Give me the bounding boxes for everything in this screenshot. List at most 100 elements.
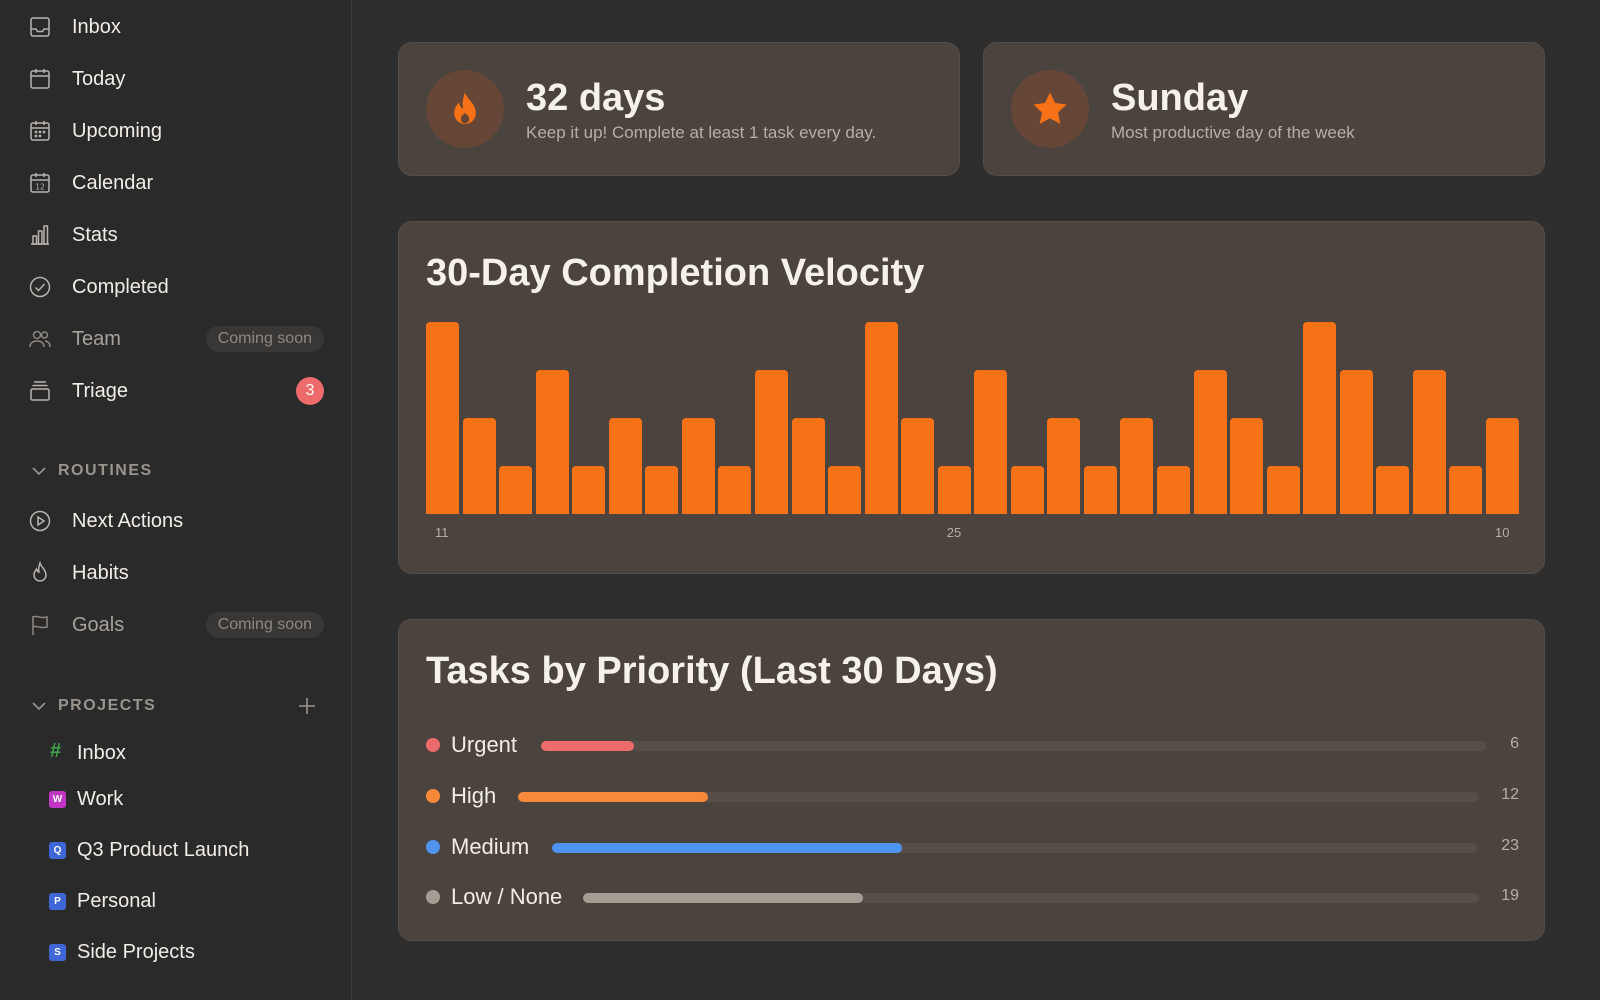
velocity-bar — [499, 466, 533, 514]
project-avatar-icon: Q — [49, 842, 66, 859]
project-label: Personal — [77, 889, 156, 912]
project-item-personal[interactable]: P Personal — [0, 881, 352, 921]
priority-label: Medium — [451, 834, 530, 859]
priority-label: Low / None — [451, 884, 563, 909]
velocity-bar — [1083, 466, 1117, 514]
best-day-value: Sunday — [1111, 77, 1249, 119]
add-project-button[interactable] — [296, 695, 318, 717]
project-item-q3-product-launch[interactable]: Q Q3 Product Launch — [0, 830, 352, 870]
velocity-title: 30-Day Completion Velocity — [426, 252, 925, 294]
inbox-icon — [28, 15, 52, 39]
flame-icon — [426, 70, 504, 148]
velocity-bar — [864, 322, 898, 514]
velocity-bar — [1266, 466, 1300, 514]
velocity-bar — [1339, 370, 1373, 514]
priority-track — [583, 893, 1479, 903]
streak-card: 32 days Keep it up! Complete at least 1 … — [398, 42, 960, 176]
velocity-tick-label: 25 — [946, 525, 962, 540]
priority-dot — [426, 840, 440, 854]
sidebar-item-label: Calendar — [72, 171, 154, 194]
project-item-side-projects[interactable]: S Side Projects — [0, 932, 352, 972]
routines-section-label: ROUTINES — [58, 462, 153, 479]
play-circle-icon — [28, 509, 52, 533]
priority-dot — [426, 738, 440, 752]
priority-bar — [552, 843, 902, 853]
sidebar-item-inbox[interactable]: Inbox — [0, 5, 352, 49]
velocity-bar — [426, 322, 459, 514]
priority-dot — [426, 789, 440, 803]
chevron-down-icon — [32, 702, 46, 711]
sidebar-item-calendar[interactable]: 12 Calendar — [0, 161, 352, 205]
project-avatar-icon: P — [49, 893, 66, 910]
sidebar-item-label: Triage — [72, 379, 128, 402]
velocity-bar — [1303, 322, 1337, 514]
project-item-work[interactable]: W Work — [0, 779, 352, 819]
project-label: Work — [77, 787, 124, 810]
priority-count: 23 — [1501, 837, 1519, 854]
velocity-bar — [1157, 466, 1191, 514]
project-avatar-icon: S — [49, 944, 66, 961]
sidebar-item-label: Completed — [72, 275, 169, 298]
velocity-bar — [1047, 418, 1081, 514]
velocity-tick-label: 11 — [435, 525, 449, 540]
sidebar-item-today[interactable]: Today — [0, 57, 352, 101]
sidebar-item-label: Today — [72, 67, 126, 90]
projects-section-header[interactable]: PROJECTS — [0, 691, 352, 721]
sidebar-item-label: Team — [72, 327, 121, 350]
velocity-bar — [901, 418, 935, 514]
priority-bar — [541, 741, 635, 751]
velocity-bar — [1486, 418, 1519, 514]
project-avatar-icon: W — [49, 791, 66, 808]
priority-label: Urgent — [451, 732, 518, 757]
streak-subtitle: Keep it up! Complete at least 1 task eve… — [526, 123, 877, 142]
project-label: Q3 Product Launch — [77, 838, 250, 861]
triage-count-badge: 3 — [296, 377, 324, 405]
priority-bar — [518, 792, 708, 802]
sidebar-item-label: Upcoming — [72, 119, 163, 142]
velocity-chart: 11 25 10 — [426, 322, 1519, 550]
sidebar-item-stats[interactable]: Stats — [0, 213, 352, 257]
priority-track — [518, 792, 1479, 802]
routines-section-header[interactable]: ROUTINES — [0, 456, 352, 486]
priority-track — [541, 741, 1486, 751]
svg-text:12: 12 — [35, 183, 45, 192]
velocity-bar — [535, 370, 569, 514]
velocity-bar — [791, 418, 825, 514]
priority-count: 6 — [1510, 735, 1519, 752]
star-icon — [1011, 70, 1089, 148]
priority-title: Tasks by Priority (Last 30 Days) — [426, 650, 998, 692]
sidebar-item-completed[interactable]: Completed — [0, 265, 352, 309]
velocity-bar — [937, 466, 971, 514]
velocity-bar — [974, 370, 1008, 514]
velocity-bar — [1120, 418, 1154, 514]
priority-count: 19 — [1501, 887, 1519, 904]
sidebar-item-goals[interactable]: Goals Coming soon — [0, 603, 352, 647]
velocity-bar — [718, 466, 752, 514]
sidebar-item-label: Next Actions — [72, 509, 184, 532]
project-item-inbox[interactable]: # Inbox — [0, 733, 352, 773]
calendar-upcoming-icon — [28, 119, 52, 143]
priority-bar — [583, 893, 863, 903]
velocity-bar — [754, 370, 788, 514]
sidebar-item-team[interactable]: Team Coming soon — [0, 317, 352, 361]
chevron-down-icon — [32, 467, 46, 476]
check-circle-icon — [28, 275, 52, 299]
people-icon — [28, 327, 52, 351]
priority-row-medium: Medium 23 — [426, 832, 1519, 862]
velocity-bar — [645, 466, 679, 514]
sidebar-item-label: Goals — [72, 613, 125, 636]
sidebar-item-next-actions[interactable]: Next Actions — [0, 499, 352, 543]
flame-icon — [28, 561, 52, 585]
velocity-bar — [1412, 370, 1446, 514]
sidebar-item-label: Habits — [72, 561, 129, 584]
velocity-bar — [1193, 370, 1227, 514]
best-day-card: Sunday Most productive day of the week — [983, 42, 1545, 176]
sidebar-item-triage[interactable]: Triage 3 — [0, 369, 352, 413]
velocity-bar — [1376, 466, 1410, 514]
priority-label: High — [451, 783, 497, 808]
sidebar-item-habits[interactable]: Habits — [0, 551, 352, 595]
velocity-card: 30-Day Completion Velocity 11 25 10 — [398, 221, 1545, 574]
sidebar-item-upcoming[interactable]: Upcoming — [0, 109, 352, 153]
priority-row-high: High 12 — [426, 781, 1519, 811]
velocity-bar — [1449, 466, 1483, 514]
